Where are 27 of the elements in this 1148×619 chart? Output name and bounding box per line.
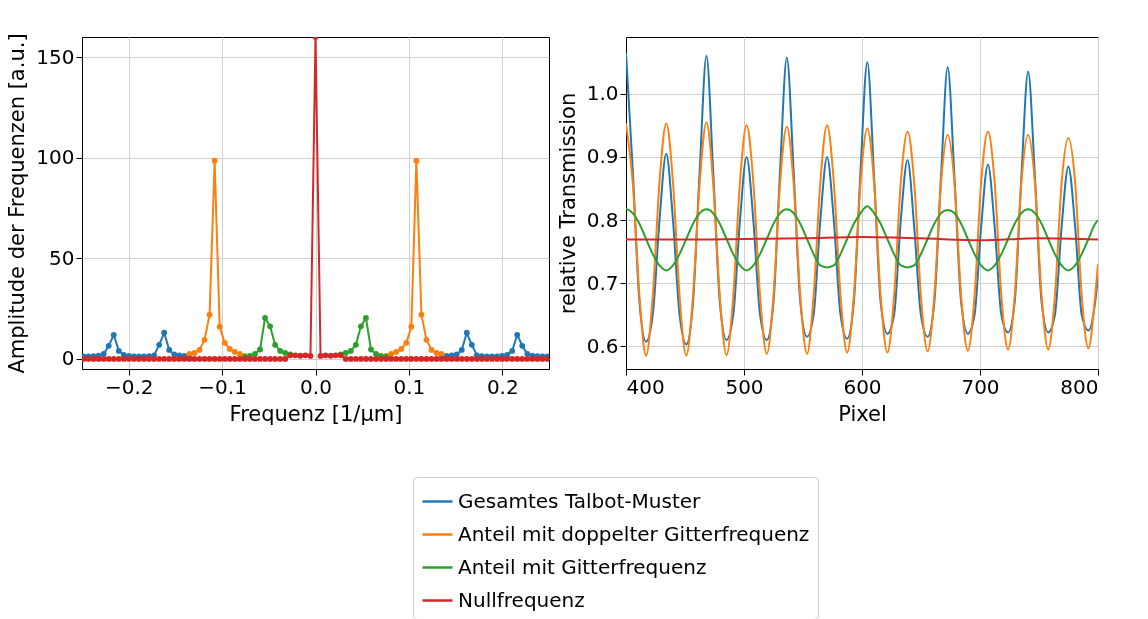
x-tick-label: 0.1 [393,374,426,399]
legend-label: Anteil mit Gitterfrequenz [458,554,707,579]
y-tick-label: 150 [36,44,75,69]
x-axis-title: Pixel [838,401,887,426]
legend-label: Gesamtes Talbot-Muster [458,488,702,513]
x-tick-label: 800 [1060,374,1099,399]
legend-label: Nullfrequenz [458,587,585,612]
x-tick-label: 400 [626,374,665,399]
x-axis-title: Frequenz [1/μm] [229,401,403,426]
x-tick-label: 600 [843,374,882,399]
x-tick-label: 700 [961,374,1000,399]
y-tick-label: 0.7 [586,270,619,295]
y-tick-label: 0 [61,346,75,371]
x-tick-label: 0.0 [300,374,332,399]
y-tick-label: 0.6 [586,333,619,358]
legend-label: Anteil mit doppelter Gitterfrequenz [458,521,810,546]
y-tick-label: 50 [49,245,75,270]
y-tick-label: 1.0 [586,81,619,106]
y-axis-title: relative Transmission [555,92,580,315]
y-tick-label: 0.9 [586,144,619,169]
y-axis-title: Amplitude der Frequenzen [a.u.] [5,33,30,374]
x-tick-label: 500 [725,374,764,399]
x-tick-label: 0.2 [486,374,519,399]
x-tick-label: −0.2 [104,374,154,399]
x-tick-label: −0.1 [198,374,247,399]
y-tick-label: 0.8 [586,207,619,232]
y-tick-label: 100 [36,145,75,170]
